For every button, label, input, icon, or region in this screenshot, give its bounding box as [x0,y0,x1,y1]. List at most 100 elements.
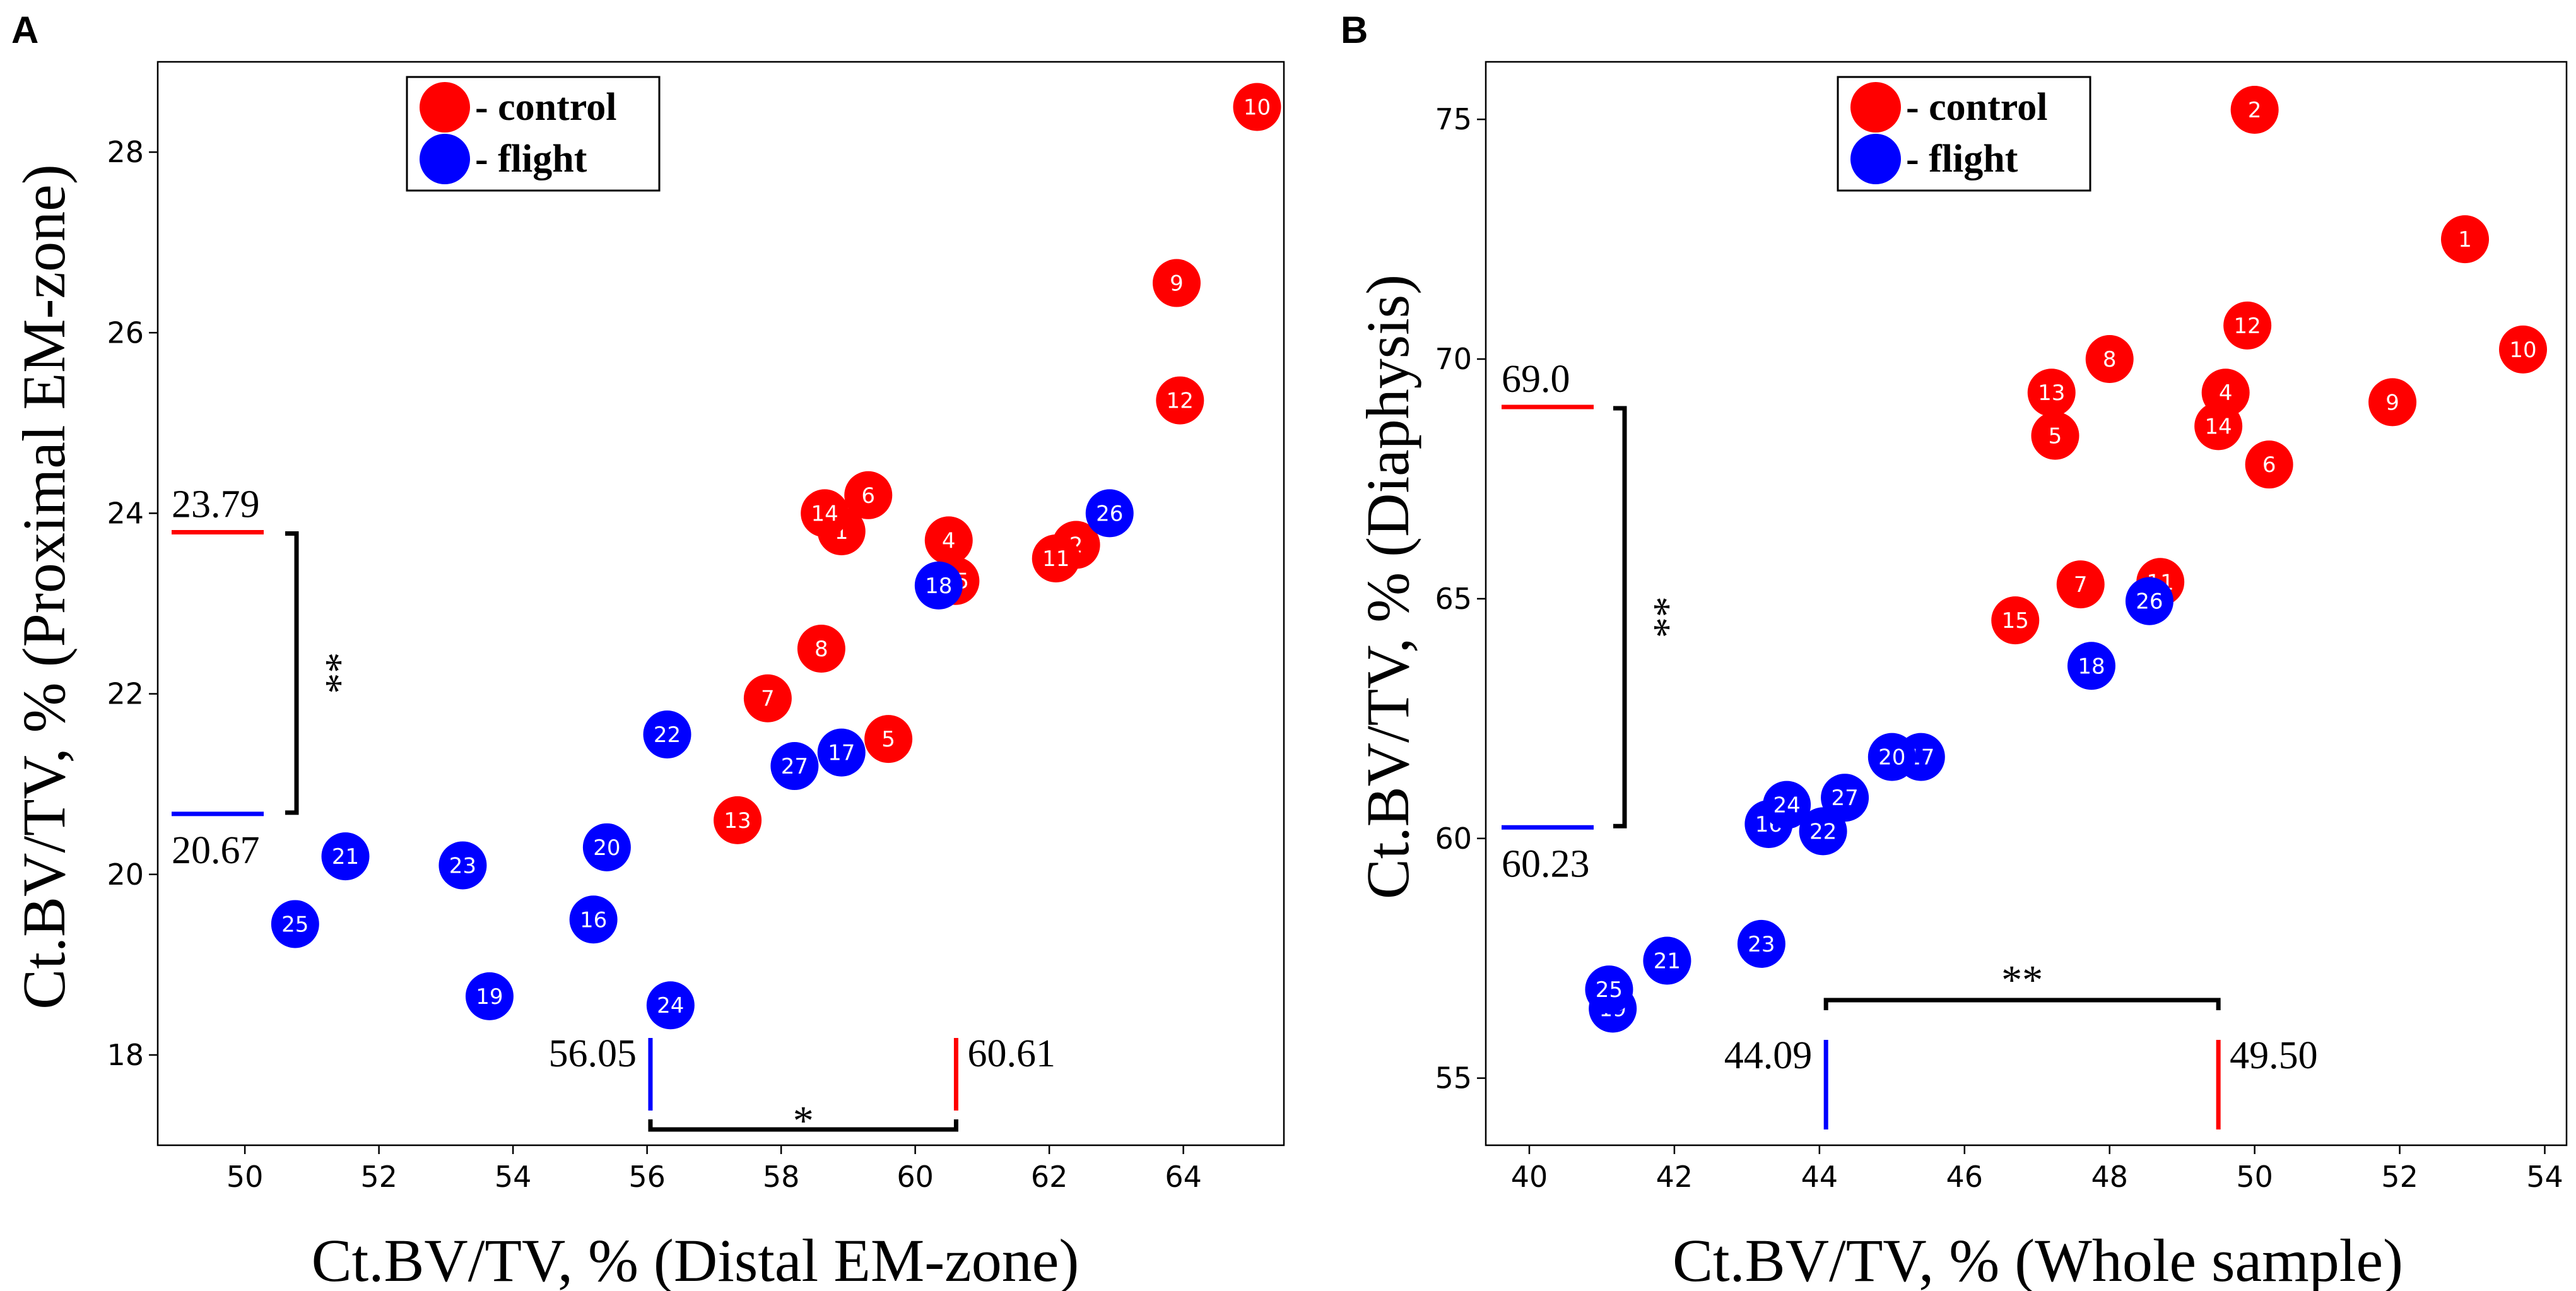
data-point-label: 22 [1809,819,1837,844]
data-point-control [743,674,792,722]
data-point-flight [1821,774,1869,822]
y-control-mean-label: 23.79 [172,483,260,526]
legend-flight-label: - flight [475,138,587,180]
x-tick-label: 40 [1511,1160,1548,1194]
x-significance-stars: ** [2001,957,2043,1003]
data-point-control [2223,301,2272,350]
y-tick-label: 75 [1435,102,1472,136]
panel-a-frame [156,61,1285,1147]
data-point-control [2499,325,2548,374]
data-point-label: 20 [593,835,620,861]
panel-b-frame [1485,61,2568,1147]
data-point-label: 23 [449,853,476,878]
data-point-label: 8 [2103,347,2117,372]
data-point-label: 6 [2262,452,2276,478]
data-point-flight [569,895,618,944]
data-point-control [801,489,849,538]
data-point-label: 4 [942,528,956,553]
y-control-mean-label: 69.0 [1502,358,1570,401]
x-tick-label: 54 [495,1160,532,1194]
data-point-control [2056,560,2105,609]
data-point-label: 14 [2205,414,2232,439]
data-point-label: 11 [1042,546,1069,572]
y-flight-mean-label: 60.23 [1502,842,1590,885]
data-point-label: 18 [2078,654,2105,679]
data-point-label: 27 [781,754,808,779]
x-tick-label: 64 [1165,1160,1202,1194]
data-point-label: 21 [1654,949,1681,974]
y-tick-label: 55 [1435,1061,1472,1095]
data-point-control [1153,259,1201,307]
y-tick-label: 28 [107,135,144,169]
data-point-control [2027,368,2076,417]
data-point-label: 5 [2049,424,2062,449]
data-point-label: 16 [580,907,607,933]
data-point-control [2441,215,2490,264]
panel-b-plot: 4042444648505254556065707512456789101112… [1435,61,2568,1194]
data-point-flight [2067,642,2115,690]
x-tick-label: 44 [1801,1160,1838,1194]
x-tick-label: 58 [763,1160,800,1194]
data-point-label: 26 [1096,501,1123,526]
data-point-control [2194,402,2243,451]
panel-a: A 50525456586062641820222426281245678910… [10,9,1285,1291]
y-tick-label: 22 [107,677,144,711]
x-tick-label: 50 [226,1160,264,1194]
y-tick-label: 26 [107,315,144,350]
data-point-control [1233,83,1281,131]
data-point-label: 25 [281,912,309,937]
x-significance-bracket [1823,998,2221,1010]
data-point-flight [321,832,370,881]
data-point-label: 20 [1878,745,1905,770]
legend-control-label: - control [475,86,616,129]
y-tick-label: 20 [107,858,144,892]
data-point-flight [1085,489,1134,538]
data-point-label: 27 [1831,786,1858,811]
panel-b-y-axis-title: Ct.BV/TV, % (Diaphysis) [1354,274,1421,899]
data-point-control [2031,411,2079,460]
legend-control-marker [1850,82,1901,133]
data-point-label: 17 [828,741,855,766]
y-flight-mean-label: 20.67 [172,829,260,872]
data-point-flight [646,981,695,1030]
panel-b-legend: - control - flight [1837,76,2091,192]
data-point-flight [1643,936,1691,985]
data-point-label: 8 [815,637,828,662]
data-point-label: 22 [654,722,681,748]
x-tick-label: 46 [1946,1160,1984,1194]
data-point-control [1991,596,2040,645]
data-point-label: 24 [657,993,684,1018]
x-control-mean-label: 49.50 [2230,1034,2318,1077]
data-point-control [2230,85,2279,134]
y-tick-label: 70 [1435,342,1472,376]
data-point-label: 25 [1596,977,1623,1003]
x-control-mean-label: 60.61 [967,1032,1056,1075]
data-point-label: 13 [2038,380,2065,406]
data-point-label: 13 [724,808,751,834]
x-tick-label: 52 [2381,1160,2418,1194]
data-point-flight [1867,733,1916,781]
data-point-label: 18 [925,574,952,599]
data-point-flight [582,823,631,871]
data-point-flight [817,728,866,777]
data-point-control [2368,378,2417,427]
x-tick-label: 42 [1656,1160,1693,1194]
data-point-control [714,796,762,844]
data-point-label: 7 [761,687,775,712]
y-tick-label: 60 [1435,822,1472,856]
x-tick-label: 52 [360,1160,397,1194]
panel-a-x-axis-title: Ct.BV/TV, % (Distal EM-zone) [312,1227,1079,1291]
data-point-control [2085,335,2134,384]
panel-b-letter: B [1341,9,1368,51]
data-point-label: 12 [2234,314,2261,339]
data-point-label: 23 [1748,932,1775,957]
data-point-flight [1585,965,1633,1014]
data-point-label: 14 [811,501,838,526]
data-point-label: 9 [1170,271,1184,297]
data-point-control [864,715,913,763]
panel-a-legend: - control - flight [406,76,661,192]
x-tick-label: 60 [897,1160,934,1194]
data-point-flight [2125,577,2173,625]
data-point-flight [465,972,514,1020]
x-flight-mean-label: 44.09 [1724,1034,1813,1077]
